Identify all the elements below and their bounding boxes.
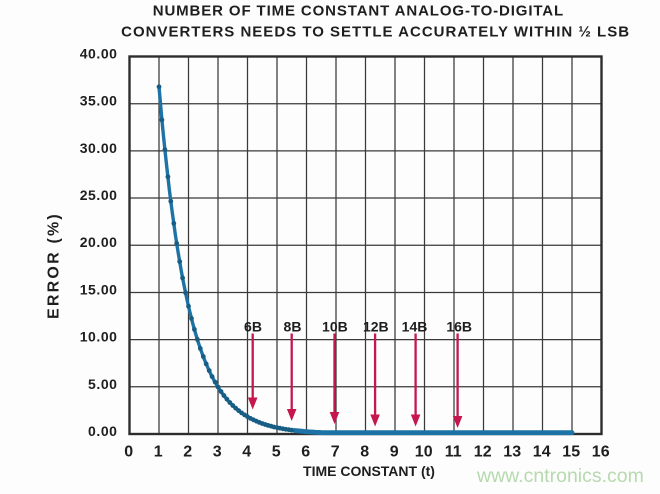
svg-text:12B: 12B	[363, 319, 389, 335]
svg-text:4: 4	[242, 444, 251, 461]
svg-text:10.00: 10.00	[80, 329, 118, 345]
svg-text:14: 14	[533, 444, 551, 461]
svg-text:ERROR (%): ERROR (%)	[46, 212, 63, 319]
svg-text:7: 7	[331, 444, 340, 461]
svg-text:13: 13	[503, 444, 521, 461]
svg-text:40.00: 40.00	[80, 46, 118, 62]
svg-text:12: 12	[474, 444, 492, 461]
svg-text:6: 6	[301, 444, 310, 461]
svg-text:10: 10	[415, 444, 433, 461]
svg-text:25.00: 25.00	[80, 187, 118, 203]
svg-text:15.00: 15.00	[80, 281, 118, 297]
svg-text:35.00: 35.00	[80, 93, 118, 109]
svg-text:NUMBER OF TIME CONSTANT ANALOG: NUMBER OF TIME CONSTANT ANALOG-TO-DIGITA…	[153, 3, 564, 20]
svg-text:11: 11	[445, 444, 462, 461]
svg-text:3: 3	[213, 444, 222, 461]
svg-text:1: 1	[154, 444, 163, 461]
svg-text:TIME CONSTANT (t): TIME CONSTANT (t)	[303, 463, 435, 479]
svg-text:15: 15	[562, 444, 580, 461]
svg-text:16B: 16B	[446, 319, 472, 335]
svg-text:5.00: 5.00	[88, 376, 117, 392]
svg-text:2: 2	[183, 444, 192, 461]
svg-text:0.00: 0.00	[88, 423, 117, 439]
svg-text:www.cntronics.com: www.cntronics.com	[476, 465, 644, 487]
svg-text:9: 9	[390, 444, 399, 461]
svg-text:10B: 10B	[322, 319, 348, 335]
svg-text:CONVERTERS NEEDS TO SETTLE ACC: CONVERTERS NEEDS TO SETTLE ACCURATELY WI…	[121, 23, 630, 40]
svg-text:30.00: 30.00	[80, 140, 118, 156]
svg-text:6B: 6B	[244, 319, 262, 335]
svg-text:14B: 14B	[402, 319, 428, 335]
svg-text:20.00: 20.00	[80, 234, 118, 250]
svg-text:8B: 8B	[284, 319, 302, 335]
svg-text:5: 5	[272, 444, 281, 461]
svg-text:8: 8	[360, 444, 369, 461]
svg-text:0: 0	[124, 444, 133, 461]
svg-text:16: 16	[592, 444, 610, 461]
